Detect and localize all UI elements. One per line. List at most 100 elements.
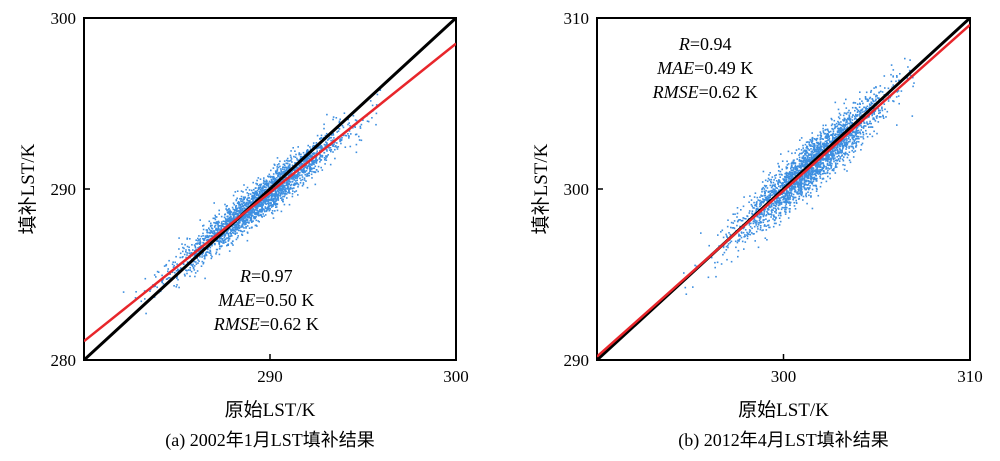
scatter-point xyxy=(228,219,231,221)
scatter-point xyxy=(288,189,290,192)
scatter-point xyxy=(789,175,792,178)
scatter-point xyxy=(762,215,765,218)
scatter-point xyxy=(313,161,316,164)
scatter-point xyxy=(723,251,726,254)
scatter-point xyxy=(313,167,316,169)
scatter-point xyxy=(829,141,831,144)
scatter-point xyxy=(750,199,753,201)
scatter-point xyxy=(788,194,791,197)
scatter-point xyxy=(798,192,800,195)
scatter-point xyxy=(258,220,260,223)
scatter-point xyxy=(804,162,807,165)
scatter-point xyxy=(296,165,298,168)
scatter-point xyxy=(226,219,228,222)
scatter-point xyxy=(309,153,311,156)
scatter-point xyxy=(359,125,362,128)
scatter-point xyxy=(820,160,822,162)
scatter-point xyxy=(773,219,776,222)
scatter-point xyxy=(854,117,857,119)
scatter-point xyxy=(796,193,799,195)
scatter-point xyxy=(286,169,289,172)
scatter-point xyxy=(254,194,256,197)
scatter-point xyxy=(809,154,812,156)
scatter-point xyxy=(803,176,806,179)
scatter-point xyxy=(790,166,792,168)
scatter-point xyxy=(314,171,317,173)
scatter-point xyxy=(176,263,178,265)
scatter-point xyxy=(273,199,275,201)
scatter-point xyxy=(287,191,289,194)
scatter-point xyxy=(183,273,186,276)
scatter-point xyxy=(717,234,719,236)
scatter-point xyxy=(792,197,795,199)
scatter-point xyxy=(316,134,319,137)
scatter-point xyxy=(218,253,221,256)
scatter-point xyxy=(878,110,880,112)
scatter-point xyxy=(757,199,759,201)
scatter-point xyxy=(233,224,236,226)
scatter-point xyxy=(810,148,812,150)
scatter-point xyxy=(896,76,898,78)
scatter-point xyxy=(786,192,788,195)
scatter-point xyxy=(812,167,815,169)
scatter-point xyxy=(215,251,218,253)
scatter-point xyxy=(234,230,237,233)
scatter-point xyxy=(280,191,282,193)
scatter-point xyxy=(851,143,853,145)
scatter-point xyxy=(297,146,299,148)
scatter-point xyxy=(811,188,814,191)
scatter-point xyxy=(283,185,286,187)
scatter-point xyxy=(310,173,313,176)
scatter-point xyxy=(234,210,236,212)
scatter-point xyxy=(272,204,274,206)
scatter-point xyxy=(846,156,849,159)
scatter-point xyxy=(235,216,237,218)
scatter-point xyxy=(260,189,262,191)
scatter-point xyxy=(276,203,278,206)
scatter-point xyxy=(810,154,813,157)
scatter-point xyxy=(829,150,832,152)
scatter-point xyxy=(819,185,822,188)
scatter-point xyxy=(235,229,237,231)
scatter-point xyxy=(311,146,314,148)
scatter-point xyxy=(178,269,180,271)
scatter-point xyxy=(834,146,836,148)
scatter-point xyxy=(803,184,806,186)
scatter-point xyxy=(812,148,815,151)
scatter-point xyxy=(248,200,251,203)
scatter-point xyxy=(266,183,268,185)
scatter-point xyxy=(780,208,783,211)
scatter-point xyxy=(850,134,852,137)
scatter-point xyxy=(198,246,201,248)
scatter-point xyxy=(856,135,859,138)
scatter-point xyxy=(175,255,177,258)
scatter-point xyxy=(867,100,870,102)
scatter-point xyxy=(761,213,763,215)
scatter-point xyxy=(307,156,310,158)
scatter-point xyxy=(779,198,781,200)
scatter-point xyxy=(308,164,310,166)
scatter-point xyxy=(320,134,323,137)
scatter-point xyxy=(360,139,363,142)
scatter-point xyxy=(774,188,776,191)
scatter-point xyxy=(800,152,803,155)
scatter-point xyxy=(829,172,831,175)
scatter-point xyxy=(900,90,903,92)
scatter-point xyxy=(279,168,282,170)
scatter-point xyxy=(828,139,830,141)
scatter-point xyxy=(751,213,754,215)
scatter-point xyxy=(748,224,751,226)
scatter-point xyxy=(819,138,822,141)
scatter-point xyxy=(245,221,248,224)
scatter-point xyxy=(254,212,256,214)
scatter-point xyxy=(270,169,272,172)
scatter-point xyxy=(271,183,274,185)
scatter-point xyxy=(268,173,271,176)
scatter-point xyxy=(820,144,822,147)
scatter-point xyxy=(799,190,802,193)
scatter-point xyxy=(275,206,277,208)
scatter-point xyxy=(839,128,842,130)
scatter-point xyxy=(188,246,190,249)
scatter-point xyxy=(799,178,802,181)
scatter-point xyxy=(729,241,731,244)
